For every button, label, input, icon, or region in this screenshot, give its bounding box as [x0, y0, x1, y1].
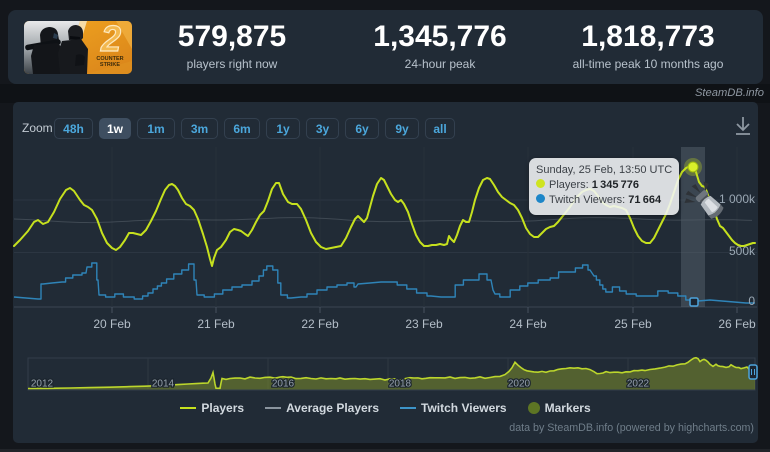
svg-text:20 Feb: 20 Feb: [93, 317, 131, 331]
svg-text:2012: 2012: [31, 379, 54, 390]
svg-text:STRIKE: STRIKE: [100, 62, 121, 68]
svg-text:2018: 2018: [389, 379, 412, 390]
svg-text:22 Feb: 22 Feb: [301, 317, 339, 331]
svg-text:26 Feb: 26 Feb: [718, 317, 756, 331]
svg-text:2020: 2020: [508, 379, 531, 390]
svg-text:21 Feb: 21 Feb: [197, 317, 235, 331]
svg-text:25 Feb: 25 Feb: [614, 317, 652, 331]
svg-text:2022: 2022: [627, 379, 650, 390]
svg-text:2: 2: [100, 21, 121, 59]
svg-text:2016: 2016: [272, 379, 295, 390]
svg-text:2014: 2014: [152, 379, 175, 390]
svg-text:23 Feb: 23 Feb: [405, 317, 443, 331]
svg-text:0: 0: [748, 294, 755, 308]
svg-text:COUNTER: COUNTER: [96, 56, 123, 62]
svg-text:500k: 500k: [729, 244, 756, 258]
svg-text:1 000k: 1 000k: [719, 192, 756, 206]
svg-text:24 Feb: 24 Feb: [509, 317, 547, 331]
